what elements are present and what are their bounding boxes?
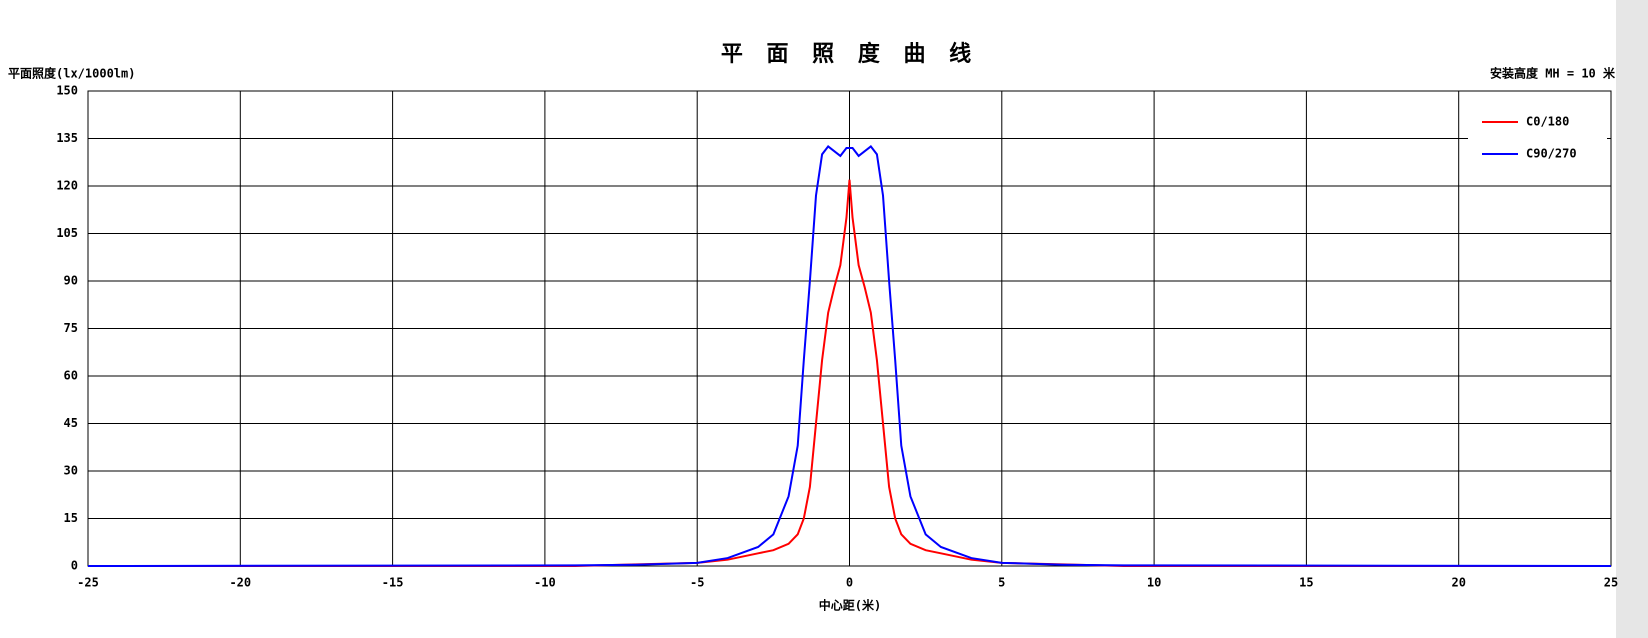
x-tick-label: 15 bbox=[1299, 576, 1313, 590]
x-tick-label: 20 bbox=[1451, 576, 1465, 590]
annotation: 安装高度 MH = 10 米 bbox=[1490, 66, 1616, 81]
y-tick-label: 75 bbox=[64, 321, 78, 335]
y-tick-label: 0 bbox=[71, 559, 78, 573]
series-line bbox=[87, 145, 1612, 567]
y-tick-label: 30 bbox=[64, 464, 78, 478]
y-tick-label: 60 bbox=[64, 369, 78, 383]
y-tick-label: 45 bbox=[64, 416, 78, 430]
x-tick-label: 25 bbox=[1604, 576, 1618, 590]
legend-label: C0/180 bbox=[1526, 115, 1569, 129]
x-tick-label: -25 bbox=[77, 576, 99, 590]
y-tick-label: 120 bbox=[56, 179, 78, 193]
y-tick-label: 105 bbox=[56, 226, 78, 240]
legend-label: C90/270 bbox=[1526, 147, 1577, 161]
x-tick-label: -10 bbox=[534, 576, 556, 590]
y-tick-label: 150 bbox=[56, 84, 78, 98]
chart-title: 平 面 照 度 曲 线 bbox=[721, 41, 979, 67]
x-tick-label: -15 bbox=[382, 576, 404, 590]
legend-box bbox=[1468, 95, 1607, 173]
y-axis-label: 平面照度(lx/1000lm) bbox=[8, 66, 135, 81]
y-tick-label: 90 bbox=[64, 274, 78, 288]
y-tick-label: 15 bbox=[64, 511, 78, 525]
x-tick-label: 0 bbox=[846, 576, 853, 590]
x-tick-label: -20 bbox=[229, 576, 251, 590]
x-tick-label: 10 bbox=[1147, 576, 1161, 590]
y-tick-label: 135 bbox=[56, 131, 78, 145]
series-line bbox=[88, 179, 1611, 567]
x-tick-label: -5 bbox=[690, 576, 704, 590]
x-tick-label: 5 bbox=[998, 576, 1005, 590]
side-strip bbox=[1616, 0, 1648, 638]
x-axis-label: 中心距(米) bbox=[819, 598, 881, 613]
